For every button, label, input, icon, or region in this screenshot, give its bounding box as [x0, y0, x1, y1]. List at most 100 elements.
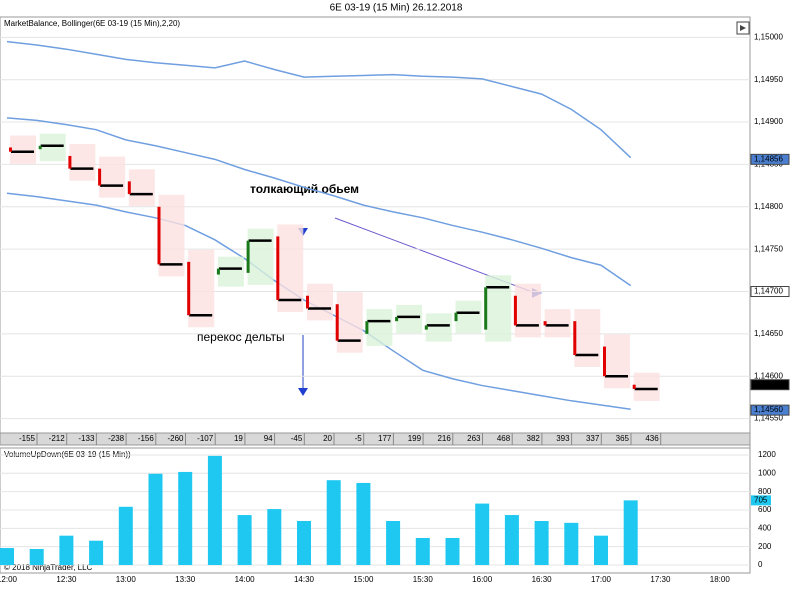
volume-bar	[29, 548, 44, 566]
price-marker-label: 1,14560	[754, 405, 783, 414]
footprint-cell	[39, 133, 66, 162]
volume-bar	[445, 537, 460, 566]
volume-bar	[237, 515, 252, 566]
footprint-cell	[455, 300, 482, 334]
delta-value: 382	[527, 434, 541, 443]
y-tick-label: 1200	[758, 450, 776, 459]
volume-bar	[118, 506, 133, 566]
volume-bar	[297, 521, 311, 566]
x-tick-label: 12:30	[56, 575, 77, 584]
candle-body	[424, 325, 428, 330]
x-tick-label: 13:30	[175, 575, 196, 584]
candle-body	[68, 155, 72, 169]
price-marker	[750, 286, 790, 298]
arrow-head	[298, 388, 308, 396]
x-tick-label: 14:00	[235, 575, 256, 584]
candle-body	[306, 295, 309, 309]
footprint-cell	[128, 169, 155, 207]
price-marker	[750, 153, 790, 165]
price-marker-label: 1,14856	[754, 154, 783, 163]
price-marker	[750, 404, 790, 416]
footprint-cell	[514, 283, 541, 338]
toggle-icon	[740, 25, 746, 31]
delta-value: 337	[586, 434, 600, 443]
window-title: 6E 03-19 (15 Min) 26.12.2018	[330, 3, 463, 14]
delta-value: 393	[556, 434, 570, 443]
volume-bar	[148, 473, 163, 566]
delta-value: 199	[408, 434, 422, 443]
delta-value: -156	[138, 434, 155, 443]
delta-value: -5	[355, 434, 363, 443]
volume-bar	[534, 521, 549, 566]
indicator-label: MarketBalance, Bollinger(6E 03-19 (15 Mi…	[4, 19, 180, 28]
footprint-cell	[307, 283, 333, 321]
y-tick-label: 600	[758, 505, 772, 514]
footprint-cell	[544, 309, 571, 338]
volume-bar	[326, 480, 341, 566]
delta-value: 216	[437, 434, 451, 443]
footprint-cell	[10, 135, 36, 164]
delta-value: 468	[497, 434, 511, 443]
y-tick-label: 200	[758, 542, 772, 551]
volume-bar	[475, 503, 490, 566]
footprint-cell	[425, 313, 452, 342]
delta-value: -133	[78, 434, 95, 443]
x-tick-label: 17:00	[591, 575, 612, 584]
candle-body	[216, 268, 220, 275]
delta-value: -212	[49, 434, 66, 443]
footprint-cell	[485, 275, 512, 342]
x-tick-label: 16:00	[472, 575, 493, 584]
x-tick-label: 13:00	[116, 575, 137, 584]
volume-bar	[356, 482, 371, 566]
y-tick-label: 1,14750	[754, 244, 783, 253]
x-tick-label: 17:30	[650, 575, 671, 584]
candle-body	[98, 168, 102, 186]
candle-body	[127, 181, 131, 195]
delta-value: -107	[197, 434, 214, 443]
delta-value: 263	[467, 434, 481, 443]
plot-layer: 1,150001,149501,149001,148501,148001,147…	[0, 32, 790, 584]
volume-bar	[594, 535, 608, 566]
y-tick-label: 1,14550	[754, 414, 783, 423]
candle-body	[38, 145, 42, 150]
x-tick-label: 18:00	[710, 575, 731, 584]
annotation: толкающий обьем	[250, 182, 359, 196]
x-tick-label: 14:30	[294, 575, 315, 584]
volume-bar	[415, 537, 430, 566]
delta-value: 177	[378, 434, 392, 443]
x-tick-label: 15:00	[353, 575, 374, 584]
y-tick-label: 0	[758, 560, 763, 569]
y-tick-label: 1000	[758, 468, 776, 477]
delta-value: -45	[291, 434, 303, 443]
candle-body	[187, 261, 191, 316]
candle-body	[335, 304, 339, 341]
volume-bar	[386, 521, 401, 566]
delta-value: -155	[19, 434, 36, 443]
volume-bar	[0, 548, 14, 566]
delta-value: 436	[645, 434, 659, 443]
y-tick-label: 1,14950	[754, 75, 783, 84]
candle-body	[9, 147, 12, 152]
footprint-cell	[247, 228, 274, 285]
delta-value: -260	[167, 434, 184, 443]
candle-body	[603, 346, 606, 377]
bollinger-band	[6, 117, 632, 287]
y-tick-label: 1,15000	[754, 32, 783, 41]
delta-value: -238	[108, 434, 125, 443]
candle-body	[484, 287, 488, 330]
annotation: перекос дельты	[197, 330, 285, 344]
candle-body	[454, 312, 458, 322]
delta-value: 365	[616, 434, 630, 443]
footprint-cell	[336, 292, 363, 353]
y-tick-label: 400	[758, 523, 772, 532]
candle-body	[395, 316, 399, 322]
candle-body	[573, 321, 577, 356]
y-tick-label: 800	[758, 487, 772, 496]
toggle-button[interactable]	[736, 21, 750, 35]
volume-bar	[267, 509, 282, 566]
volume-bar	[623, 500, 638, 566]
delta-value: 20	[323, 434, 332, 443]
footprint-cell	[633, 372, 660, 401]
